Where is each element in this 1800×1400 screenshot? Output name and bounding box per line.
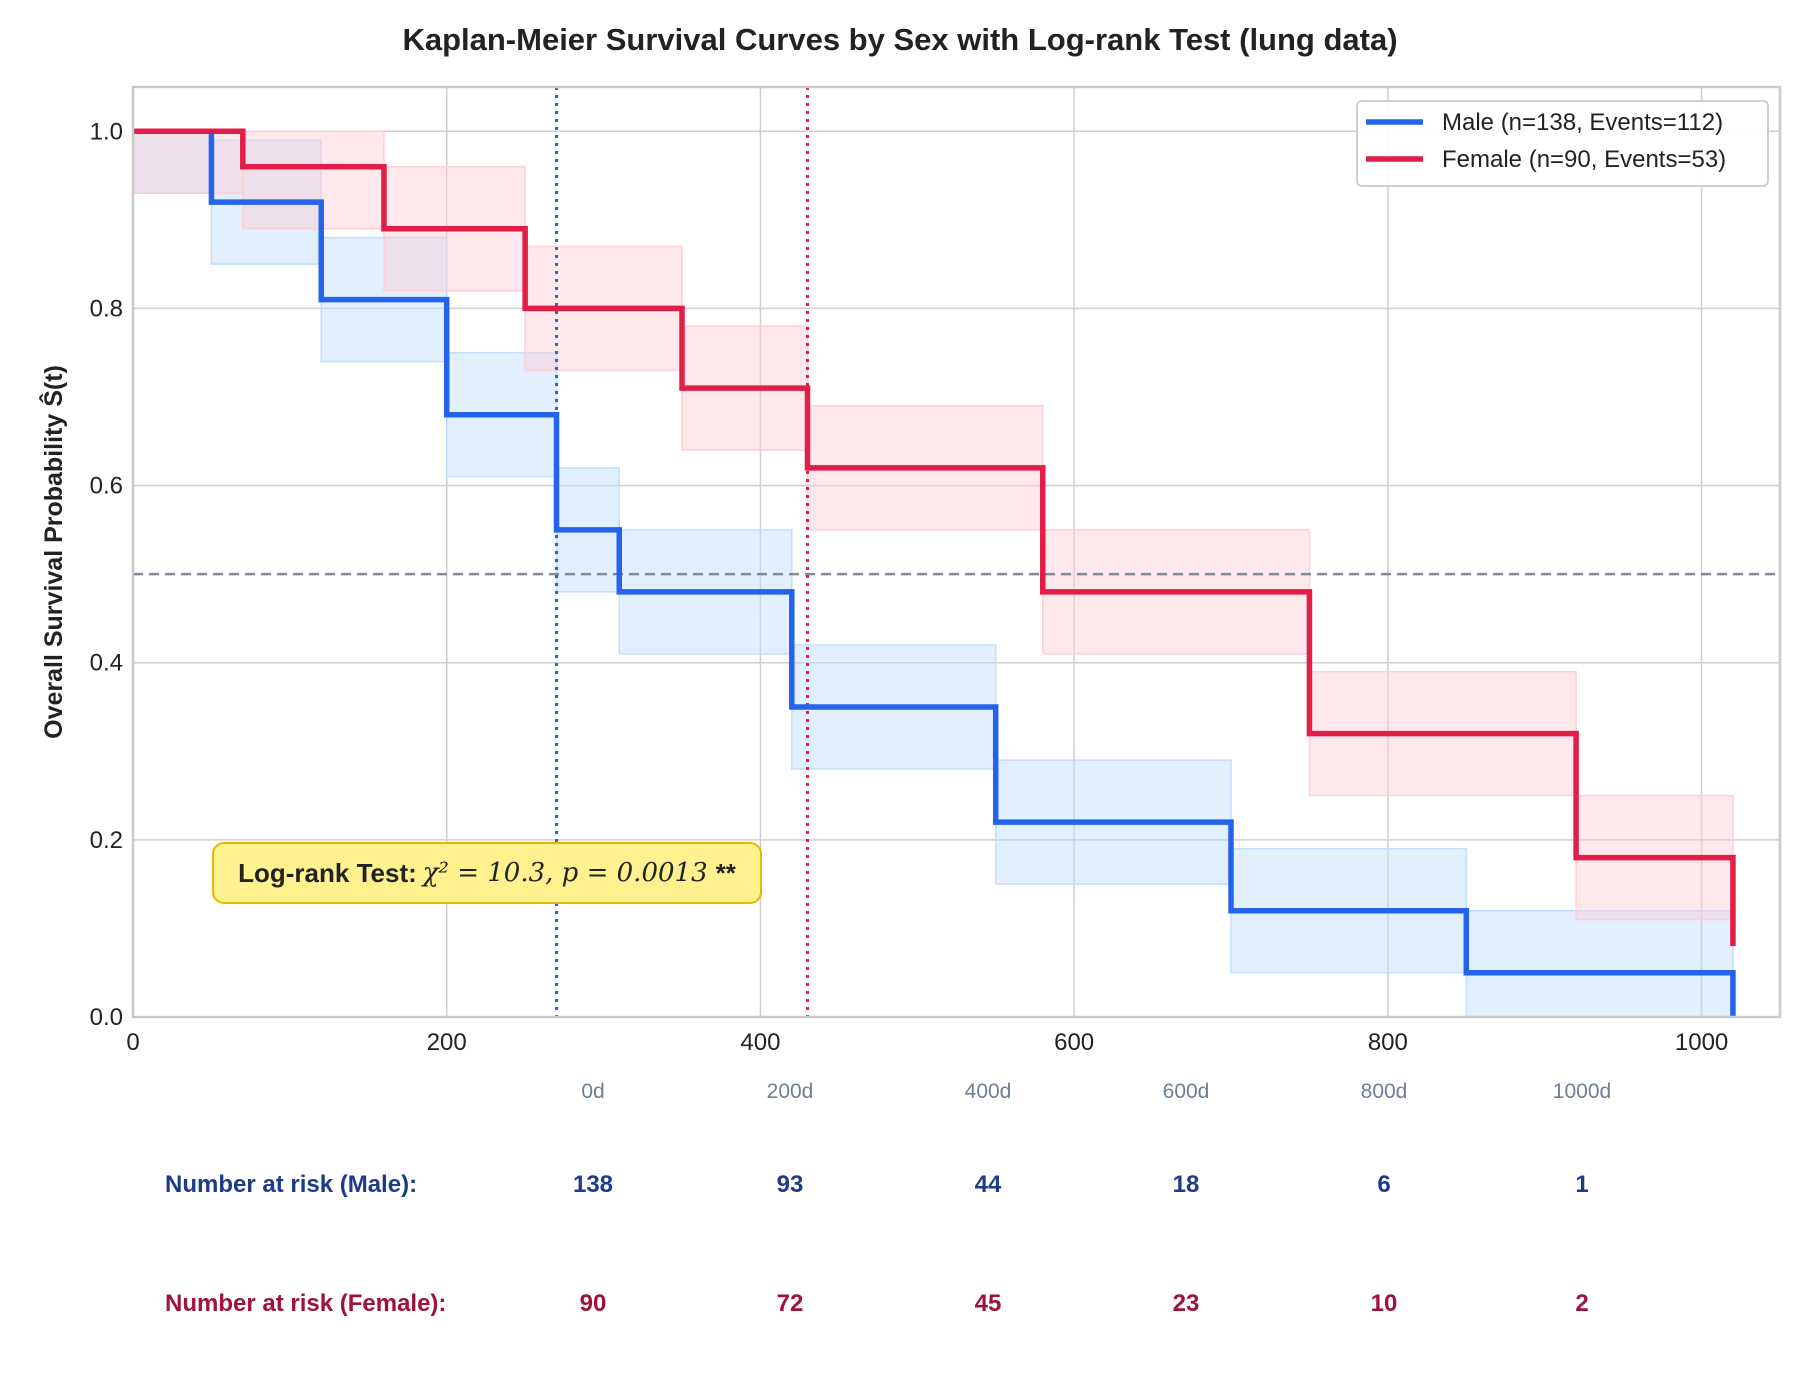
annotation-statistic: χ² = 10.3, p = 0.0013 <box>422 858 708 888</box>
risk-value-male: 44 <box>975 1171 1002 1198</box>
legend-box <box>1356 100 1769 187</box>
risk-value-female: 10 <box>1371 1290 1398 1317</box>
x-tick-label: 800 <box>1368 1029 1408 1056</box>
risk-value-female: 72 <box>777 1290 804 1317</box>
y-tick-label: 0.6 <box>90 473 123 500</box>
risk-value-female: 90 <box>580 1290 607 1317</box>
risk-time-label: 400d <box>965 1080 1012 1103</box>
plot-frame <box>131 85 1782 1019</box>
annotation-label: Log-rank Test: <box>238 857 417 888</box>
y-axis-label: Overall Survival Probability Ŝ(t) <box>38 365 68 739</box>
axes-layer: 0 200 400 600 800 1000 0.0 0.2 0.4 0.6 0.8 1.0 Overa… <box>38 118 1728 1056</box>
survival-curve-female <box>133 128 1736 947</box>
plot-frame-layer <box>131 85 1782 1019</box>
survival-curve-male <box>133 128 1736 1017</box>
legend-label-female: Female (n=90, Events=53) <box>1442 146 1726 173</box>
risk-value-female: 45 <box>975 1290 1002 1317</box>
confidence-band-female <box>132 130 244 195</box>
x-tick-label: 600 <box>1054 1029 1094 1056</box>
risk-value-male: 1 <box>1575 1171 1588 1198</box>
x-tick-label: 0 <box>126 1029 139 1056</box>
risk-value-male: 18 <box>1173 1171 1200 1198</box>
risk-value-male: 138 <box>573 1171 613 1198</box>
legend: Male (n=138, Events=112) Female (n=90, Ev… <box>1356 100 1769 187</box>
y-tick-label: 0.8 <box>90 295 123 322</box>
x-tick-label: 1000 <box>1675 1029 1728 1056</box>
confidence-band-male <box>1465 909 1734 1018</box>
x-tick-label: 400 <box>740 1029 780 1056</box>
risk-row-label-female: Number at risk (Female): <box>165 1290 446 1317</box>
y-tick-label: 0.2 <box>90 827 123 854</box>
confidence-band-female <box>242 130 385 230</box>
risk-time-label: 600d <box>1163 1080 1210 1103</box>
risk-time-label: 200d <box>767 1080 814 1103</box>
risk-value-female: 2 <box>1575 1290 1588 1317</box>
risk-value-male: 93 <box>777 1171 804 1198</box>
risk-row-label-male: Number at risk (Male): <box>165 1171 417 1198</box>
risk-time-label: 0d <box>581 1080 604 1103</box>
survival-curves-layer <box>133 128 1736 1017</box>
y-tick-label: 0.4 <box>90 650 123 677</box>
risk-time-label: 800d <box>1361 1080 1408 1103</box>
annotation-significance: ** <box>715 857 736 888</box>
risk-table: 0d 200d 400d 600d 800d 1000d Number at risk (M… <box>165 1080 1611 1317</box>
legend-label-male: Male (n=138, Events=112) <box>1442 109 1723 136</box>
y-tick-label: 0.0 <box>90 1004 123 1031</box>
y-tick-label: 1.0 <box>90 118 123 145</box>
risk-value-female: 23 <box>1173 1290 1200 1317</box>
chart-title: Kaplan-Meier Survival Curves by Sex with… <box>402 22 1398 57</box>
x-tick-label: 200 <box>427 1029 467 1056</box>
risk-value-male: 6 <box>1377 1171 1390 1198</box>
reference-lines-layer <box>133 87 1780 1017</box>
risk-time-label: 1000d <box>1553 1080 1611 1103</box>
log-rank-annotation: Log-rank Test: χ² = 10.3, p = 0.0013 ** <box>212 842 762 904</box>
